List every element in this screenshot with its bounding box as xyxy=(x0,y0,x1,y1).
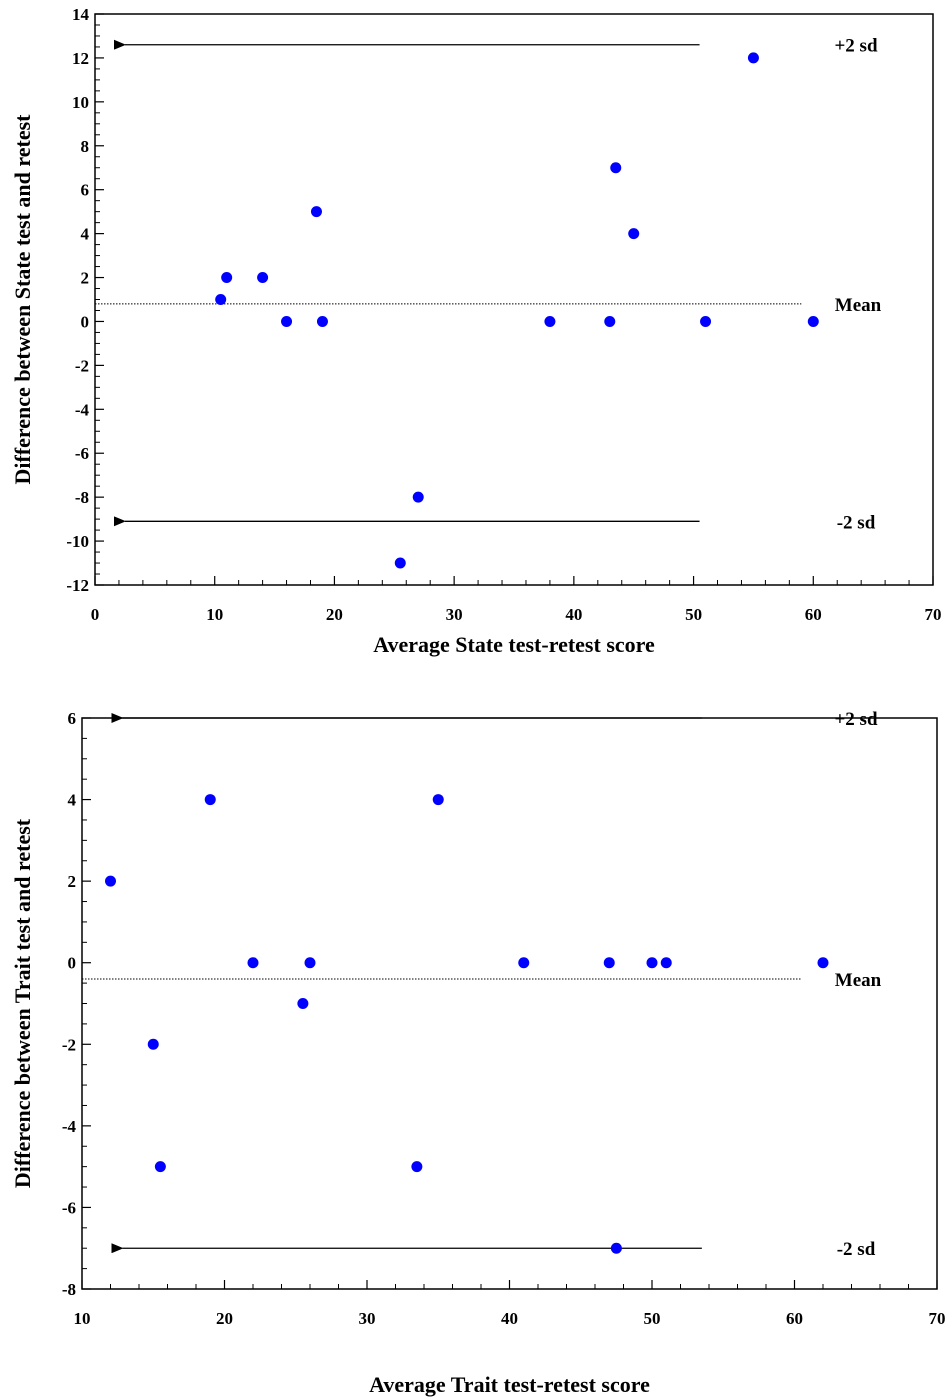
x-tick-label: 10 xyxy=(206,605,223,624)
data-point xyxy=(310,206,322,218)
x-axis-title: Average State test-retest score xyxy=(373,632,655,657)
y-tick-label: -6 xyxy=(75,444,89,463)
data-point xyxy=(610,162,622,174)
x-tick-label: 20 xyxy=(216,1309,233,1328)
y-tick-label: 6 xyxy=(68,709,77,728)
y-tick-label: -4 xyxy=(62,1117,77,1136)
data-point xyxy=(297,998,309,1009)
data-point xyxy=(660,957,672,969)
data-point xyxy=(215,294,227,305)
y-tick-label: -12 xyxy=(66,576,89,595)
data-point xyxy=(700,315,712,327)
reference-label: +2 sd xyxy=(834,36,877,57)
data-point xyxy=(544,315,556,327)
x-tick-label: 0 xyxy=(91,605,100,624)
data-point xyxy=(257,272,269,284)
data-point xyxy=(154,1161,166,1173)
data-point xyxy=(304,957,316,969)
data-point xyxy=(221,272,233,284)
x-tick-label: 30 xyxy=(446,605,463,624)
y-tick-label: -8 xyxy=(75,488,89,507)
y-tick-label: -10 xyxy=(66,532,89,551)
data-point xyxy=(747,52,759,64)
data-point xyxy=(646,957,658,969)
reference-label: -2 sd xyxy=(837,512,876,533)
y-tick-label: 4 xyxy=(81,225,90,244)
y-tick-label: -4 xyxy=(75,400,90,419)
x-tick-label: 50 xyxy=(685,605,702,624)
x-tick-label: 50 xyxy=(644,1309,661,1328)
y-tick-label: 0 xyxy=(68,954,77,973)
data-point xyxy=(817,957,829,969)
data-point xyxy=(603,957,615,969)
data-point xyxy=(412,491,424,503)
x-tick-label: 70 xyxy=(925,605,942,624)
y-tick-label: 0 xyxy=(81,312,90,331)
data-point xyxy=(316,315,328,327)
data-point xyxy=(394,557,406,569)
data-point xyxy=(518,957,530,969)
y-tick-label: -6 xyxy=(62,1198,76,1217)
x-tick-label: 40 xyxy=(565,605,582,624)
reference-label: +2 sd xyxy=(834,709,877,730)
data-point xyxy=(281,315,293,327)
x-tick-label: 30 xyxy=(359,1309,376,1328)
data-point xyxy=(807,315,819,327)
chart-2: -8 -6 -4 -2 0 2 4 6 10 20 30 40 50 60 70 +2 sd Mean -2 sd… xyxy=(10,709,946,1397)
y-tick-label: 14 xyxy=(72,5,90,24)
data-point xyxy=(247,957,259,969)
data-point xyxy=(411,1161,423,1173)
data-point xyxy=(628,228,640,240)
y-tick-label: 8 xyxy=(81,137,90,156)
chart-1: -12 -10 -8 -6 -4 -2 0 2 4 6 8 10 12 14 0 10 20 30 40 50 60 70… xyxy=(10,5,942,657)
data-point xyxy=(604,315,616,327)
reference-label: -2 sd xyxy=(837,1239,876,1260)
x-tick-label: 60 xyxy=(786,1309,803,1328)
y-axis-title: Difference between Trait test and retest xyxy=(10,818,35,1188)
data-point xyxy=(105,875,116,887)
y-tick-label: -2 xyxy=(75,356,89,375)
y-tick-label: 2 xyxy=(81,269,90,288)
y-tick-label: 10 xyxy=(72,93,89,112)
data-point xyxy=(432,794,444,806)
data-point xyxy=(204,794,216,806)
data-point xyxy=(610,1242,622,1254)
x-axis-title: Average Trait test-retest score xyxy=(369,1372,650,1397)
reference-label: Mean xyxy=(835,295,882,316)
y-tick-label: 4 xyxy=(68,791,77,810)
y-tick-label: 6 xyxy=(81,181,90,200)
y-tick-label: 2 xyxy=(68,872,77,891)
y-axis-title: Difference between State test and retest xyxy=(10,114,35,485)
y-tick-label: 12 xyxy=(72,49,89,68)
x-tick-label: 20 xyxy=(326,605,343,624)
x-tick-label: 40 xyxy=(501,1309,518,1328)
y-tick-label: -2 xyxy=(62,1035,76,1054)
data-point xyxy=(147,1038,159,1050)
x-tick-label: 70 xyxy=(929,1309,946,1328)
y-tick-label: -8 xyxy=(62,1280,76,1299)
x-tick-label: 60 xyxy=(805,605,822,624)
reference-label: Mean xyxy=(835,970,882,991)
x-tick-label: 10 xyxy=(74,1309,91,1328)
